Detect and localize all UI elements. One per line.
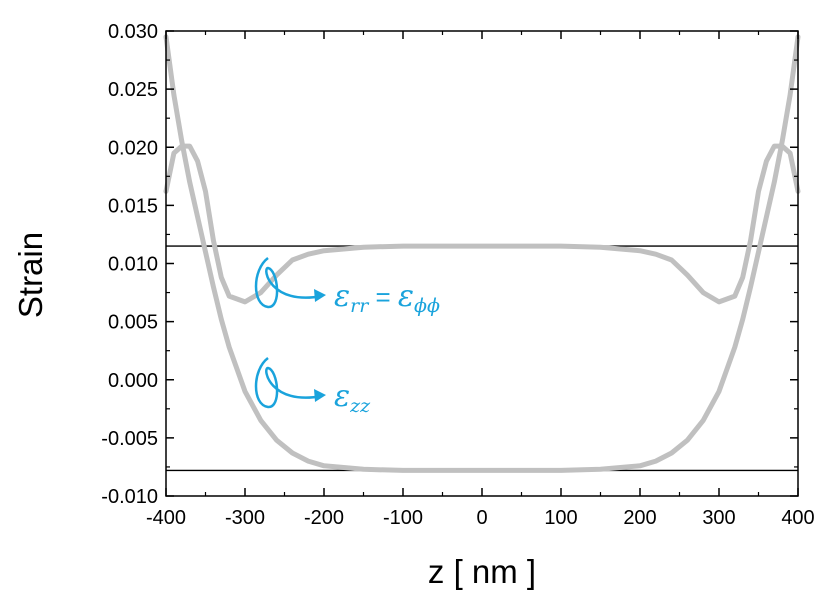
annotation-label-zz: εzz [334, 379, 371, 417]
axis-ticks [165, 30, 799, 497]
y-tick-label: -0.005 [101, 428, 158, 450]
series-line-0 [163, 143, 801, 305]
reference-lines [166, 245, 798, 472]
y-tick-label: 0.000 [108, 370, 158, 392]
y-tick-label: 0.020 [108, 137, 158, 159]
x-tick-label: 400 [781, 507, 814, 529]
x-axis-label: z [ nm ] [428, 553, 536, 590]
y-tick-label: 0.015 [108, 195, 158, 217]
annotation-label-rr: εrr = εϕϕ [334, 279, 440, 317]
annotation-rr-equals: = [368, 282, 398, 312]
x-tick-label: -100 [383, 507, 423, 529]
annotation-arrow-rr [254, 257, 323, 309]
annotation-zz-base: ε [334, 379, 350, 414]
y-tick-label: 0.010 [108, 254, 158, 276]
annotation-arrowhead-rr [314, 289, 326, 302]
annotation-arrow-zz [254, 357, 323, 409]
y-tick-label: 0.005 [108, 312, 158, 334]
x-tick-label: 200 [623, 507, 656, 529]
x-tick-label: 100 [544, 507, 577, 529]
series-layer [163, 34, 801, 473]
y-tick-label: 0.030 [108, 21, 158, 43]
y-tick-label: 0.025 [108, 79, 158, 101]
y-tick-label: -0.010 [101, 486, 158, 508]
annotation-phi-base: ε [398, 279, 414, 314]
annotation-arrowhead-zz [314, 389, 326, 402]
series-line-1 [163, 34, 801, 473]
x-tick-label: 0 [476, 507, 487, 529]
annotation-rr-base: ε [334, 279, 350, 314]
x-tick-label: -300 [225, 507, 265, 529]
y-tick-labels: -0.010 -0.005 0.000 0.005 0.010 0.015 0.020 0.0… [101, 21, 158, 508]
annotation-phi-subscript: ϕϕ [414, 295, 440, 317]
x-tick-labels: -400 -300 -200 -100 0 100 200 300 400 [146, 507, 815, 529]
plot-frame [165, 30, 799, 497]
y-axis-label: Strain [12, 232, 49, 318]
x-tick-label: 300 [702, 507, 735, 529]
x-tick-label: -200 [304, 507, 344, 529]
x-tick-label: -400 [146, 507, 186, 529]
annotation-zz-subscript: zz [349, 395, 371, 417]
annotation-rr-subscript: rr [350, 295, 370, 317]
